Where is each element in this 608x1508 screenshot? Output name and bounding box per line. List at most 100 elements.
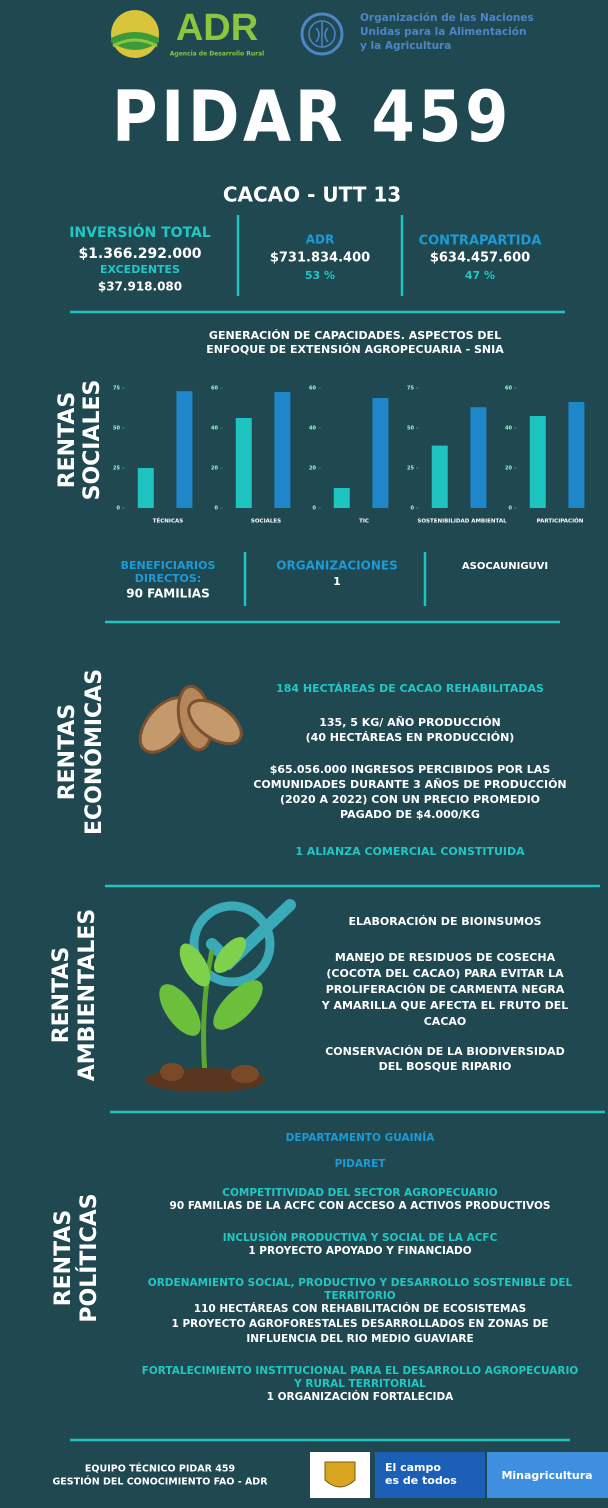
ministry: Minagricultura: [501, 1469, 592, 1482]
y-tick-label: 0: [411, 506, 415, 512]
y-tick-label: 40: [309, 426, 316, 432]
item-text: 110 HECTÁREAS CON REHABILITACIÓN DE ECOS…: [194, 1302, 526, 1315]
production: (40 HECTÁREAS EN PRODUCCIÓN): [306, 731, 515, 744]
chart-title: GENERACIÓN DE CAPACIDADES. ASPECTOS DEL: [209, 329, 501, 342]
x-tick-label: TÉCNICAS: [153, 517, 183, 525]
team: GESTIÓN DEL CONOCIMIENTO FAO - ADR: [52, 1476, 268, 1488]
y-tick-label: 0: [509, 506, 513, 512]
alliance: 1 ALIANZA COMERCIAL CONSTITUIDA: [295, 845, 525, 858]
y-tick-label: 25: [407, 466, 414, 472]
item-title: ORDENAMIENTO SOCIAL, PRODUCTIVO Y DESARR…: [148, 1277, 573, 1289]
surplus-value: $37.918.080: [98, 280, 182, 294]
item-text: 90 FAMILIAS DE LA ACFC CON ACCESO A ACTI…: [170, 1200, 551, 1212]
section-heading: ECONÓMICAS: [81, 669, 107, 835]
x-tick-label: SOSTENIBILIDAD AMBIENTAL: [417, 519, 507, 525]
hectares: 184 HECTÁREAS DE CACAO REHABILITADAS: [276, 682, 544, 695]
fao-text: y la Agricultura: [360, 40, 451, 52]
item-title: TERRITORIO: [324, 1290, 395, 1302]
y-tick-label: 0: [313, 506, 317, 512]
production: 135, 5 KG/ AÑO PRODUCCIÓN: [319, 716, 501, 729]
y-tick-label: 25: [113, 466, 120, 472]
adr-logo-text: ADR: [176, 7, 258, 49]
adr-label: ADR: [306, 233, 335, 247]
campaign: El campo: [385, 1461, 441, 1474]
bar: [236, 418, 252, 508]
x-tick-label: PARTICIPACIÓN: [537, 518, 584, 525]
adr-logo: [111, 10, 159, 58]
y-tick-label: 0: [215, 506, 219, 512]
bar: [334, 488, 350, 508]
item-title: Y RURAL TERRITORIAL: [293, 1378, 426, 1390]
item-text: INFLUENCIA DEL RIO MEDIO GUAVIARE: [246, 1333, 473, 1345]
item-title: FORTALECIMIENTO INSTITUCIONAL PARA EL DE…: [142, 1365, 579, 1377]
counterpart-value: $634.457.600: [430, 251, 530, 266]
page-title: PIDAR 459: [112, 76, 512, 158]
adr-share: 53 %: [305, 269, 335, 282]
organizations-value: 1: [333, 575, 341, 588]
residues: PROLIFERACIÓN DE CARMENTA NEGRA: [326, 983, 565, 996]
section-heading: RENTAS: [55, 704, 80, 801]
biodiversity: DEL BOSQUE RIPARIO: [379, 1060, 512, 1073]
total-label: INVERSIÓN TOTAL: [69, 223, 211, 241]
income: PAGADO DE $4.000/KG: [340, 808, 480, 821]
y-tick-label: 0: [117, 506, 121, 512]
section-heading: RENTAS: [51, 1210, 76, 1307]
residues: CACAO: [424, 1015, 467, 1028]
y-tick-label: 20: [211, 466, 218, 472]
x-tick-label: SOCIALES: [251, 519, 281, 525]
y-tick-label: 60: [309, 386, 316, 392]
adr-value: $731.834.400: [270, 251, 370, 266]
y-tick-label: 20: [505, 466, 512, 472]
bioinputs: ELABORACIÓN DE BIOINSUMOS: [349, 915, 542, 928]
program: PIDARET: [335, 1158, 387, 1170]
beneficiaries-label: BENEFICIARIOS: [121, 559, 216, 572]
organization-name: ASOCAUNIGUVI: [462, 561, 548, 572]
section-heading: POLÍTICAS: [76, 1193, 102, 1322]
bar: [274, 392, 290, 508]
biodiversity: CONSERVACIÓN DE LA BIODIVERSIDAD: [325, 1045, 565, 1058]
income: COMUNIDADES DURANTE 3 AÑOS DE PRODUCCIÓN: [253, 778, 566, 791]
counterpart-label: CONTRAPARTIDA: [419, 234, 542, 249]
team: EQUIPO TÉCNICO PIDAR 459: [85, 1463, 235, 1475]
bar: [530, 416, 546, 508]
item-title: COMPETITIVIDAD DEL SECTOR AGROPECUARIO: [222, 1187, 497, 1199]
counterpart-share: 47 %: [465, 269, 495, 282]
y-tick-label: 75: [113, 386, 120, 392]
income: (2020 A 2022) CON UN PRECIO PROMEDIO: [280, 793, 540, 806]
y-tick-label: 60: [505, 386, 512, 392]
bar: [138, 468, 154, 508]
y-tick-label: 75: [407, 386, 414, 392]
beneficiaries-value: 90 FAMILIAS: [126, 587, 209, 601]
total-value: $1.366.292.000: [78, 246, 201, 262]
item-text: 1 PROYECTO APOYADO Y FINANCIADO: [248, 1245, 471, 1257]
chart-title: ENFOQUE DE EXTENSIÓN AGROPECUARIA - SNIA: [206, 343, 504, 356]
bar: [176, 391, 192, 508]
y-tick-label: 50: [407, 426, 414, 432]
subtitle: CACAO - UTT 13: [223, 183, 401, 207]
bar: [568, 402, 584, 508]
fao-text: Unidas para la Alimentación: [360, 26, 526, 38]
section-heading: RENTAS: [49, 947, 74, 1044]
y-tick-label: 50: [113, 426, 120, 432]
residues: MANEJO DE RESIDUOS DE COSECHA: [335, 951, 556, 964]
bar: [372, 398, 388, 508]
x-tick-label: TIC: [359, 519, 369, 525]
bar: [470, 407, 486, 508]
item-text: 1 ORGANIZACIÓN FORTALECIDA: [267, 1390, 455, 1403]
department: DEPARTAMENTO GUAINÍA: [286, 1131, 436, 1144]
surplus-label: EXCEDENTES: [100, 263, 180, 276]
income: $65.056.000 INGRESOS PERCIBIDOS POR LAS: [270, 763, 551, 776]
section-heading: AMBIENTALES: [75, 909, 100, 1082]
y-tick-label: 60: [211, 386, 218, 392]
fao-text: Organización de las Naciones: [360, 12, 534, 24]
adr-logo-subtext: Agencia de Desarrollo Rural: [170, 51, 264, 58]
residues: Y AMARILLA QUE AFECTA EL FRUTO DEL: [321, 999, 569, 1012]
section-heading: SOCIALES: [80, 380, 105, 501]
organizations-label: ORGANIZACIONES: [276, 559, 397, 573]
infographic: ADR Agencia de Desarrollo Rural Organizaci…: [0, 0, 608, 1508]
y-tick-label: 20: [309, 466, 316, 472]
beneficiaries-label: DIRECTOS:: [135, 572, 201, 585]
item-title: INCLUSIÓN PRODUCTIVA Y SOCIAL DE LA ACFC: [223, 1231, 498, 1244]
y-tick-label: 40: [211, 426, 218, 432]
residues: (COCOTA DEL CACAO) PARA EVITAR LA: [326, 967, 564, 980]
